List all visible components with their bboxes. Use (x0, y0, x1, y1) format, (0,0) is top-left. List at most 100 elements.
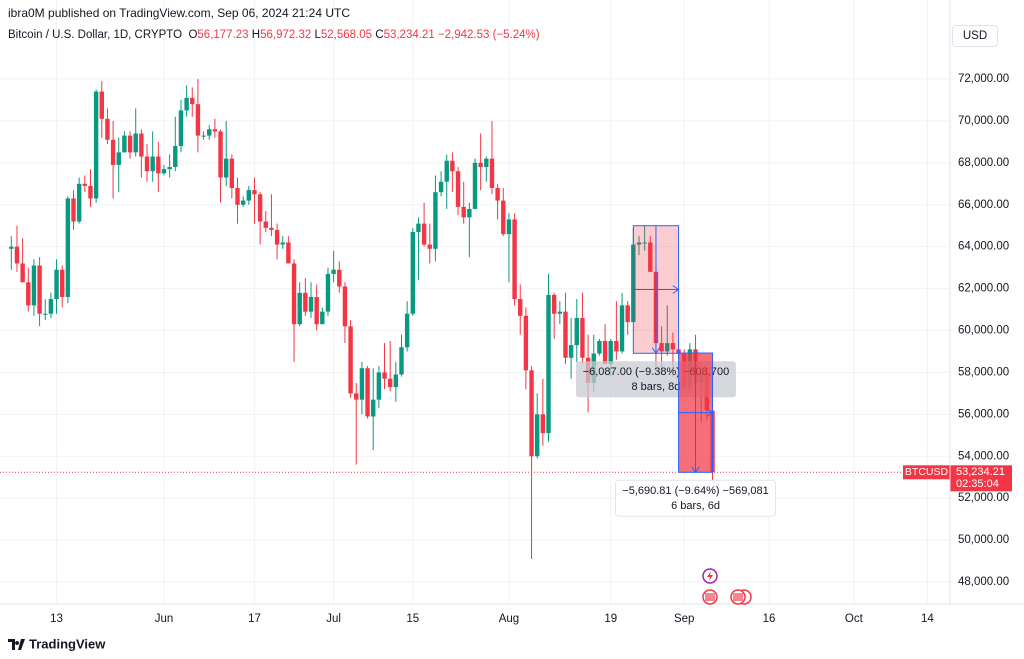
candle-body (337, 269, 342, 287)
countdown-text: 02:35:04 (956, 478, 999, 490)
candle-body (105, 118, 110, 140)
candle-body (99, 91, 104, 119)
tv-logo (8, 639, 25, 650)
measure-bars: 8 bars, 8d (631, 381, 680, 393)
price-tag-text: 53,234.21 (956, 466, 1005, 478)
candle-body (665, 343, 670, 352)
x-tick-label: Sep (674, 613, 694, 625)
candle-body (207, 129, 212, 136)
x-tick-label: Aug (499, 613, 519, 625)
legend-value: 53,234.21 (383, 29, 435, 41)
candle-body (133, 133, 138, 153)
candle-body (26, 282, 31, 306)
candle-body (60, 269, 65, 297)
candle-body (659, 343, 664, 352)
candle-body (190, 97, 195, 105)
candle-body (223, 158, 229, 178)
candle-body (563, 311, 568, 358)
candle-body (597, 340, 602, 354)
candle-body (161, 169, 167, 174)
y-tick-label: 70,000.00 (958, 115, 1009, 127)
candle-body (371, 399, 376, 417)
y-tick-label: 56,000.00 (958, 408, 1009, 420)
candle-body (9, 246, 14, 249)
x-tick-label: 14 (921, 613, 934, 625)
candle-body (472, 162, 478, 209)
candle-body (625, 305, 630, 323)
symbol: Bitcoin / U.S. Dollar, 1D, CRYPTO (8, 29, 183, 41)
y-tick-label: 58,000.00 (958, 366, 1009, 378)
candle-body (619, 305, 625, 352)
candle-body (359, 368, 365, 400)
candle-body (212, 129, 218, 132)
legend-key: H (251, 29, 261, 41)
candle-body (167, 167, 172, 170)
candle-body (229, 158, 235, 188)
candle-body (444, 160, 449, 182)
candle-body (427, 244, 432, 249)
y-tick-label: 68,000.00 (958, 157, 1009, 169)
change: −2,942.53 (−5.24%) (437, 29, 540, 41)
candle-body (495, 187, 500, 201)
candle-body (201, 135, 206, 137)
candle-body (195, 104, 201, 136)
candle-body (461, 206, 466, 218)
event-icons (702, 568, 752, 605)
candle-body (14, 246, 20, 264)
y-tick-label: 52,000.00 (958, 492, 1009, 504)
candle-body (387, 378, 393, 388)
candle-body (65, 198, 71, 297)
candle-body (529, 370, 534, 457)
measure-label-box (615, 479, 777, 517)
candle-body (93, 91, 99, 199)
candle-body (636, 242, 642, 245)
candle-body (173, 146, 178, 168)
candle-body (263, 221, 268, 228)
legend-key: L (314, 29, 321, 41)
candle-body (421, 223, 427, 245)
candle-body (314, 296, 319, 325)
x-tick-label: 17 (248, 613, 261, 625)
currency-button[interactable]: USD (952, 25, 998, 47)
candle-body (670, 343, 676, 350)
candle-body (455, 171, 461, 207)
legend-value: 56,177.23 (197, 29, 249, 41)
candle-body (399, 347, 404, 375)
candle-body (376, 372, 382, 400)
candle-body (608, 340, 613, 365)
x-tick-label: Oct (845, 613, 864, 625)
publisher-line: ibra0M published on TradingView.com, Sep… (8, 6, 350, 20)
candle-body (331, 269, 336, 274)
candle-body (348, 326, 353, 394)
candle-body (512, 219, 517, 300)
candle-body (156, 156, 161, 174)
candle-body (404, 313, 410, 348)
candle-body (20, 263, 25, 283)
candle-body (614, 340, 619, 352)
candle-body (354, 393, 359, 400)
x-tick-label: Jul (326, 613, 341, 625)
candle-body (88, 185, 93, 199)
candle-body (580, 317, 585, 358)
candle-body (642, 242, 647, 244)
candle-body (450, 160, 455, 172)
candle-body (540, 414, 546, 434)
candle-body (274, 229, 280, 245)
candle-body (602, 340, 608, 365)
candle-body (320, 311, 325, 325)
legend-key: O (188, 29, 198, 41)
y-tick-label: 48,000.00 (958, 576, 1009, 588)
y-tick-label: 54,000.00 (958, 450, 1009, 462)
y-tick-label: 66,000.00 (958, 199, 1009, 211)
x-tick-label: 16 (763, 613, 776, 625)
candle-body (252, 190, 257, 195)
candle-body (648, 242, 653, 272)
candle-body (574, 317, 579, 346)
x-tick-label: 19 (604, 613, 617, 625)
candle-body (393, 374, 399, 388)
candle-body (297, 292, 302, 325)
candle-body (438, 181, 444, 193)
candle-body (342, 286, 348, 327)
